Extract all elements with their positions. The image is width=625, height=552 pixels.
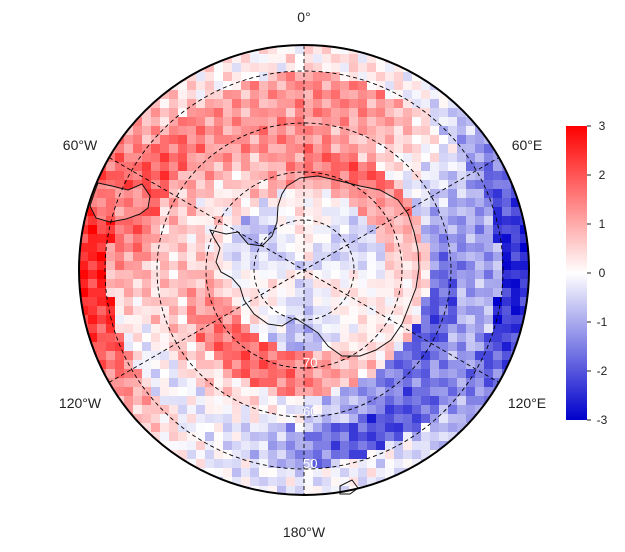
lat-label-60: 60	[303, 404, 317, 419]
lon-label-180: 180°W	[283, 524, 326, 540]
colorbar	[566, 126, 587, 420]
colorbar-tick-label: 3	[599, 119, 606, 133]
colorbar-tick-label: 0	[599, 266, 606, 280]
colorbar-tick-label: 2	[599, 168, 606, 182]
lon-label-0: 0°	[297, 9, 310, 25]
map-boundary	[78, 44, 530, 496]
colorbar-tick-label: -3	[597, 413, 608, 427]
lon-label-60w: 60°W	[63, 137, 98, 153]
colorbar-tick-label: -1	[597, 315, 608, 329]
lon-label-60e: 60°E	[512, 137, 543, 153]
colorbar-tick-label: 1	[599, 217, 606, 231]
south-america-coastline	[89, 182, 151, 223]
graticule	[104, 45, 504, 495]
antarctica-coastline	[209, 175, 420, 357]
lon-label-120w: 120°W	[59, 395, 102, 411]
lat-label-50: 50	[303, 456, 317, 471]
colorbar-ticks: 3 2 1 0 -1 -2 -3	[587, 119, 608, 427]
lat-label-70: 70	[303, 355, 317, 370]
lon-label-120e: 120°E	[508, 395, 546, 411]
colorbar-tick-label: -2	[597, 364, 608, 378]
